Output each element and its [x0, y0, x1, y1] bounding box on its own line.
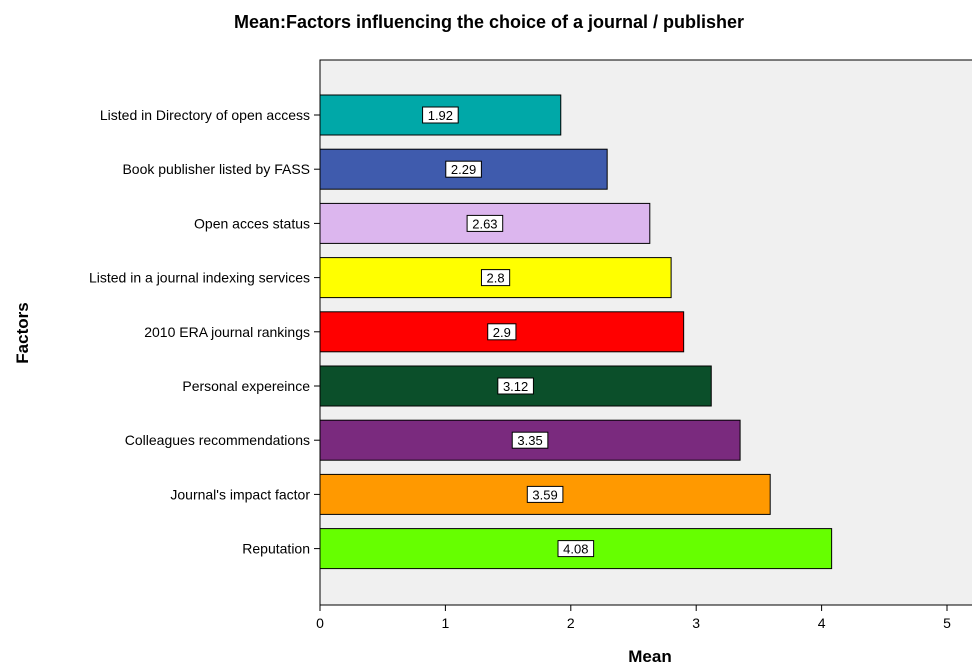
- data-label-box: [487, 323, 517, 341]
- category-label: Journal's impact factor: [170, 486, 310, 502]
- data-label: 4.08: [563, 542, 588, 557]
- data-label: 3.59: [532, 487, 557, 502]
- x-tick-label: 5: [943, 615, 951, 631]
- x-tick-label: 3: [692, 615, 700, 631]
- data-label: 2.63: [472, 216, 497, 231]
- category-label: 2010 ERA journal rankings: [144, 324, 310, 340]
- data-label: 3.12: [503, 379, 528, 394]
- chart-title: Mean:Factors influencing the choice of a…: [234, 12, 744, 32]
- data-label: 1.92: [428, 108, 453, 123]
- data-label-box: [422, 106, 459, 124]
- data-label: 2.8: [487, 271, 505, 286]
- x-tick-label: 0: [316, 615, 324, 631]
- data-label-box: [466, 214, 504, 232]
- category-label: Personal expereince: [182, 378, 310, 394]
- data-label-box: [497, 377, 534, 395]
- category-label: Open acces status: [194, 215, 310, 231]
- data-label-box: [480, 269, 511, 287]
- data-label-box: [445, 160, 482, 178]
- data-label-box: [557, 540, 595, 558]
- category-label: Book publisher listed by FASS: [122, 161, 310, 177]
- x-tick-label: 1: [442, 615, 450, 631]
- x-tick-label: 4: [818, 615, 826, 631]
- category-label: Listed in Directory of open access: [100, 107, 310, 123]
- bars-group: 1.92 2.29 2.63 2.8 2.9 3.12 3.35 3.59 4.08: [319, 94, 833, 570]
- category-label: Listed in a journal indexing services: [89, 270, 310, 286]
- category-label: Colleagues recommendations: [125, 432, 310, 448]
- category-axis: Listed in Directory of open access Book p…: [89, 107, 320, 557]
- y-axis-title: Factors: [13, 302, 32, 363]
- category-label: Reputation: [242, 541, 310, 557]
- data-label: 3.35: [517, 433, 542, 448]
- data-label-box: [526, 485, 564, 503]
- data-label: 2.9: [493, 325, 511, 340]
- x-axis-title: Mean: [628, 647, 671, 666]
- data-label-box: [511, 431, 549, 449]
- data-label: 2.29: [451, 162, 476, 177]
- x-tick-label: 2: [567, 615, 575, 631]
- value-axis: 0 1 2 3 4 5: [316, 605, 951, 631]
